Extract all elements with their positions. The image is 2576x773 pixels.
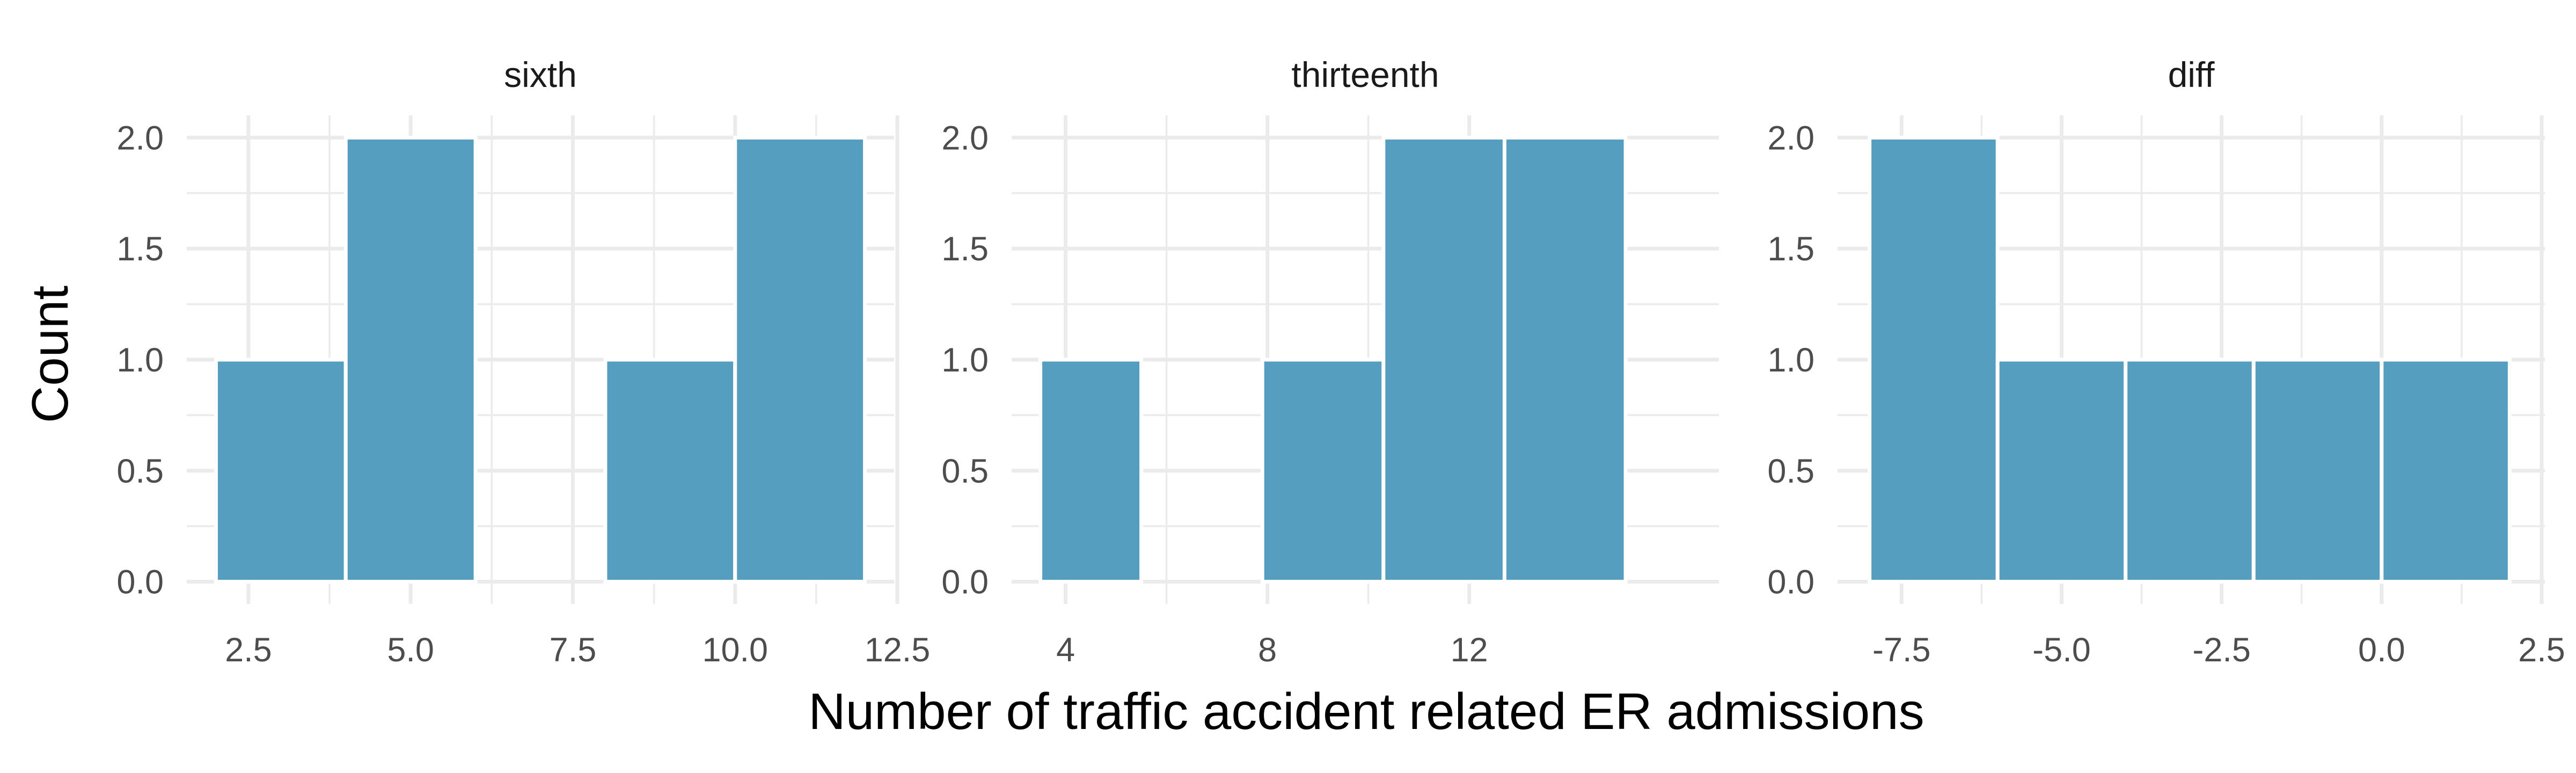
histogram-bar <box>733 135 867 584</box>
y-tick-label: 2.0 <box>941 119 989 157</box>
x-tick-label: 10.0 <box>702 631 768 669</box>
facet-title: diff <box>2168 55 2215 94</box>
y-tick-label: 1.0 <box>941 341 989 379</box>
y-tick-label: 0.5 <box>1767 453 1814 490</box>
facet-panel-sixth: sixth 0.0 0.5 1.0 1.5 2.0 2.5 5.0 7.5 10.0 12.5 <box>116 55 930 669</box>
y-tick-label: 1.5 <box>941 230 989 268</box>
x-tick-label: 7.5 <box>550 631 597 669</box>
histogram-bar <box>1868 135 2000 584</box>
histogram-bar <box>2124 358 2256 584</box>
histogram-bar <box>2251 358 2384 584</box>
facet-title: thirteenth <box>1291 55 1439 94</box>
y-tick-label: 1.0 <box>116 341 164 379</box>
x-axis-title: Number of traffic accident related ER ad… <box>808 683 1924 740</box>
facet-panel-thirteenth: thirteenth 0.0 0.5 1.0 1.5 2.0 4 8 12 <box>941 55 1719 669</box>
x-tick-label: -2.5 <box>2192 631 2251 669</box>
y-tick-label: 0.5 <box>941 453 989 490</box>
x-tick-label: -7.5 <box>1872 631 1931 669</box>
x-tick-label: 8 <box>1258 631 1277 669</box>
facet-panels: sixth 0.0 0.5 1.0 1.5 2.0 2.5 5.0 7.5 10.0 12.5 thi… <box>116 55 2565 669</box>
y-tick-label: 2.0 <box>1767 119 1814 157</box>
x-tick-label: 4 <box>1056 631 1075 669</box>
histogram-bar <box>2380 358 2512 584</box>
y-tick-label: 0.0 <box>941 564 989 601</box>
y-tick-label: 1.5 <box>116 230 164 268</box>
histogram-bar <box>1381 135 1506 584</box>
x-tick-label: 2.5 <box>225 631 272 669</box>
y-tick-label: 0.0 <box>116 564 164 601</box>
histogram-bar <box>1995 358 2128 584</box>
y-tick-label: 1.0 <box>1767 341 1814 379</box>
y-tick-label: 2.0 <box>116 119 164 157</box>
histogram-bar <box>1502 135 1628 584</box>
facet-panel-diff: diff 0.0 0.5 1.0 1.5 2.0 -7.5 -5.0 -2.5 0.0 2.5 <box>1767 55 2565 669</box>
x-tick-label: 12 <box>1451 631 1488 669</box>
x-tick-label: -5.0 <box>2032 631 2091 669</box>
histogram-bar <box>1260 358 1386 584</box>
y-tick-label: 0.5 <box>116 453 164 490</box>
facet-title: sixth <box>504 55 577 94</box>
x-tick-label: 5.0 <box>387 631 434 669</box>
x-tick-label: 0.0 <box>2358 631 2405 669</box>
histogram-bar <box>343 135 478 584</box>
y-axis-title: Count <box>21 286 79 423</box>
x-tick-label: 2.5 <box>2518 631 2565 669</box>
x-tick-label: 12.5 <box>865 631 931 669</box>
histogram-bar <box>603 358 737 584</box>
y-tick-label: 0.0 <box>1767 564 1814 601</box>
histogram-bar <box>214 358 348 584</box>
histogram-bar <box>1038 358 1144 584</box>
y-tick-label: 1.5 <box>1767 230 1814 268</box>
